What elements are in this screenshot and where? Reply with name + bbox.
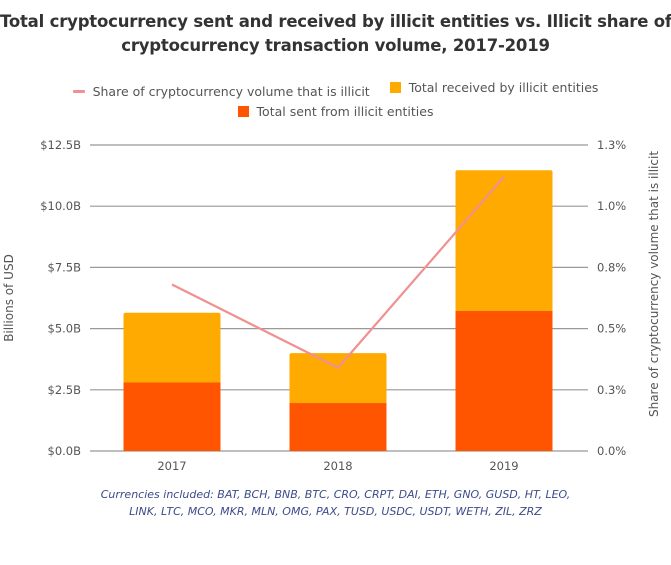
- share-line-series: [171, 176, 505, 370]
- legend-label-received: Total received by illicit entities: [408, 80, 599, 95]
- y-axis-title: Billions of USD: [2, 254, 16, 342]
- y2-tick-label: 0.8%: [597, 260, 626, 274]
- y2-tick-label: 0.5%: [597, 322, 626, 336]
- x-tick-label: 2017: [157, 459, 186, 473]
- legend-swatch-received: [389, 82, 401, 93]
- legend-item-share-line[interactable]: Share of cryptocurrency volume that is i…: [72, 84, 370, 99]
- legend-swatch-line: [72, 90, 85, 93]
- y-tick-label: $5.0B: [48, 322, 82, 336]
- bar-received-fill: [123, 315, 221, 383]
- y-tick-label: $7.5B: [48, 260, 82, 274]
- legend-item-sent[interactable]: Total sent from illicit entities: [237, 104, 434, 119]
- share-line: [171, 176, 505, 370]
- chart-title-line-1: Total cryptocurrency sent and received b…: [0, 12, 671, 31]
- y2-axis-title: Share of cryptocurrency volume that is i…: [647, 151, 661, 417]
- legend-row-1: Share of cryptocurrency volume that is i…: [0, 80, 671, 99]
- x-tick-label: 2019: [489, 459, 518, 473]
- bar-sent: [123, 382, 221, 451]
- axis-ticks: $0.0B $2.5B $5.0B $7.5B $10.0B $12.5B 0.0% 0.3%…: [40, 138, 626, 473]
- footnote-line-1: Currencies included: BAT, BCH, BNB, BTC,…: [100, 488, 571, 501]
- y-tick-label: $2.5B: [48, 383, 82, 397]
- bar-sent: [289, 403, 387, 451]
- bar-sent: [455, 310, 553, 451]
- chart-title: Total cryptocurrency sent and received b…: [0, 10, 671, 58]
- y2-tick-label: 0.0%: [597, 444, 626, 458]
- legend-label-share: Share of cryptocurrency volume that is i…: [92, 84, 370, 99]
- footnote-line-2: LINK, LTC, MCO, MKR, MLN, OMG, PAX, TUSD…: [129, 505, 542, 518]
- y-tick-label: $12.5B: [40, 138, 81, 152]
- legend-swatch-sent: [237, 106, 249, 117]
- bar-received-fill: [289, 356, 387, 404]
- legend-label-sent: Total sent from illicit entities: [256, 104, 434, 119]
- chart-title-line-2: cryptocurrency transaction volume, 2017-…: [121, 36, 550, 55]
- footnote: Currencies included: BAT, BCH, BNB, BTC,…: [0, 486, 671, 520]
- legend-row-2: Total sent from illicit entities: [0, 104, 671, 120]
- bar-received-fill: [455, 173, 553, 311]
- y2-tick-label: 1.0%: [597, 199, 626, 213]
- y-tick-label: $10.0B: [40, 199, 81, 213]
- y2-tick-label: 0.3%: [597, 383, 626, 397]
- y-tick-label: $0.0B: [48, 444, 82, 458]
- y2-tick-label: 1.3%: [597, 138, 626, 152]
- legend-item-received[interactable]: Total received by illicit entities: [389, 80, 599, 95]
- x-tick-label: 2018: [323, 459, 352, 473]
- bars: [123, 170, 553, 451]
